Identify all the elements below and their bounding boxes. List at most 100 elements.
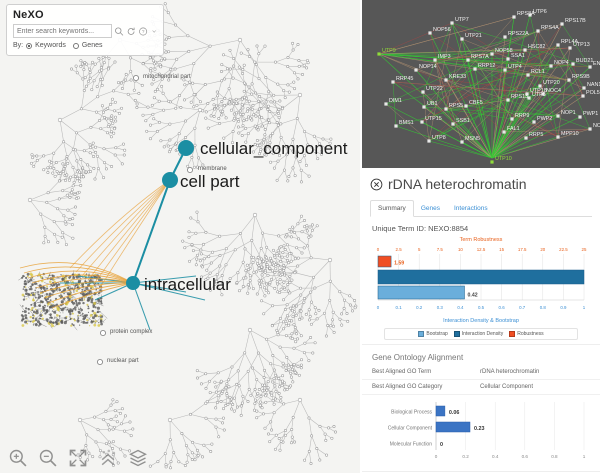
tree-highlight-node[interactable] — [178, 140, 194, 156]
collapse-button[interactable] — [98, 448, 118, 468]
search-input[interactable] — [13, 24, 112, 38]
gene-node[interactable] — [578, 115, 582, 119]
robustness-chart: Term Robustness 0 2.5 5 7.5 10 12.5 15 17.5 20 22… — [370, 237, 592, 324]
help-icon[interactable]: ? — [138, 25, 148, 38]
gene-node[interactable] — [567, 78, 571, 82]
gene-node[interactable] — [549, 64, 553, 68]
gene-node[interactable] — [568, 46, 572, 50]
go-row-term: Best Aligned GO Term rDNA heterochromati… — [362, 365, 600, 380]
gene-node[interactable] — [503, 35, 507, 39]
node-label-intracellular[interactable]: intracellular — [144, 275, 231, 294]
gene-label: UTP6 — [533, 9, 547, 15]
gene-node[interactable] — [391, 80, 395, 84]
gene-node[interactable] — [490, 52, 494, 56]
tree-node-label[interactable]: membrane — [198, 166, 227, 172]
gene-node[interactable] — [451, 122, 455, 126]
gene-network-graph[interactable]: UTP9 RPS8A UTP7 UTP6 RPS17B NOP56 UTP21 RPS22A R… — [362, 0, 600, 168]
top-axis-tick: 7.5 — [437, 247, 444, 252]
gene-node[interactable] — [571, 62, 575, 66]
gene-node[interactable] — [464, 104, 468, 108]
gene-node[interactable] — [503, 68, 507, 72]
go-category-label: Molecular Function — [390, 442, 432, 448]
gene-node[interactable] — [538, 84, 542, 88]
tree-highlight-node[interactable] — [162, 172, 178, 188]
zoom-out-button[interactable] — [38, 448, 58, 468]
gene-node[interactable] — [506, 98, 510, 102]
gene-node[interactable] — [532, 120, 536, 124]
chart-bar — [377, 269, 585, 285]
tree-node-label[interactable]: protein complex — [110, 329, 153, 335]
gene-label: UTP7 — [455, 17, 469, 23]
go-term-value: rDNA heterochromatin — [480, 369, 540, 375]
gene-node[interactable] — [433, 58, 437, 62]
gene-node[interactable] — [524, 136, 528, 140]
gene-network-panel[interactable]: UTP9 RPS8A UTP7 UTP6 RPS17B NOP56 UTP21 RPS22A R… — [362, 0, 600, 168]
gene-node[interactable] — [506, 57, 510, 61]
gene-node[interactable] — [525, 92, 529, 96]
zoom-in-button[interactable] — [8, 448, 28, 468]
tab-summary[interactable]: Summary — [370, 200, 414, 217]
gene-label: UTP22 — [426, 86, 443, 92]
gene-node[interactable] — [528, 13, 532, 17]
tree-node-label[interactable]: nuclear part — [107, 358, 139, 364]
layers-button[interactable] — [128, 448, 148, 468]
gene-node[interactable] — [581, 94, 585, 98]
detail-tabs[interactable]: Summary Genes Interactions — [370, 200, 592, 217]
gene-node[interactable] — [421, 90, 425, 94]
gene-node[interactable] — [394, 124, 398, 128]
gene-node[interactable] — [556, 43, 560, 47]
gene-node[interactable] — [556, 114, 560, 118]
gene-node[interactable] — [582, 86, 586, 90]
gene-node[interactable] — [523, 48, 527, 52]
gene-node[interactable] — [502, 130, 506, 134]
expand-icon[interactable] — [151, 25, 157, 38]
tree-node-label[interactable]: mitochondrial part — [143, 74, 191, 80]
gene-node[interactable] — [526, 73, 530, 77]
gene-node[interactable] — [466, 58, 470, 62]
top-axis-tick: 12.5 — [477, 247, 486, 252]
close-icon[interactable] — [370, 178, 383, 191]
gene-node[interactable] — [588, 65, 592, 69]
fit-screen-button[interactable] — [68, 448, 88, 468]
gene-node[interactable] — [510, 117, 514, 121]
go-bar — [435, 421, 471, 433]
gene-node[interactable] — [444, 78, 448, 82]
gene-node[interactable] — [377, 52, 381, 56]
ontology-tree-graph[interactable] — [0, 0, 360, 473]
term-detail-panel[interactable]: rDNA heterochromatin Summary Genes Inter… — [362, 168, 600, 473]
gene-node[interactable] — [490, 160, 494, 164]
gene-node[interactable] — [560, 22, 564, 26]
gene-node[interactable] — [444, 107, 448, 111]
go-alignment-chart-svg: 0 0.2 0.4 0.6 0.8 1 Biological Process 0.06 Cell… — [388, 402, 586, 459]
reset-icon[interactable] — [126, 25, 136, 38]
tab-genes[interactable]: Genes — [420, 205, 440, 212]
gene-label: UTP21 — [465, 33, 482, 39]
ontology-tree-panel[interactable]: NeXO ? By: Keywords Genes — [0, 0, 360, 473]
gene-node[interactable] — [541, 92, 545, 96]
node-label-cellular-component[interactable]: cellular_component — [200, 139, 348, 158]
gene-node[interactable] — [588, 127, 592, 131]
gene-node[interactable] — [556, 135, 560, 139]
search-panel[interactable]: NeXO ? By: Keywords Genes — [6, 4, 164, 56]
gene-node[interactable] — [422, 105, 426, 109]
gene-node[interactable] — [512, 15, 516, 19]
radio-keywords[interactable] — [26, 42, 33, 49]
radio-genes[interactable] — [72, 42, 79, 49]
gene-node[interactable] — [427, 139, 431, 143]
gene-node[interactable] — [428, 31, 432, 35]
gene-label: FAL1 — [507, 126, 520, 132]
gene-node[interactable] — [536, 29, 540, 33]
gene-node[interactable] — [420, 120, 424, 124]
gene-node[interactable] — [473, 67, 477, 71]
gene-node[interactable] — [460, 37, 464, 41]
tab-interactions[interactable]: Interactions — [453, 205, 488, 212]
gene-node[interactable] — [527, 96, 531, 100]
gene-node[interactable] — [414, 68, 418, 72]
node-label-cell-part[interactable]: cell part — [180, 172, 240, 191]
gene-node[interactable] — [460, 140, 464, 144]
gene-node[interactable] — [384, 102, 388, 106]
gene-node[interactable] — [450, 21, 454, 25]
view-toolbar[interactable] — [0, 443, 360, 473]
tree-highlight-node[interactable] — [126, 276, 140, 290]
search-icon[interactable] — [114, 25, 124, 38]
